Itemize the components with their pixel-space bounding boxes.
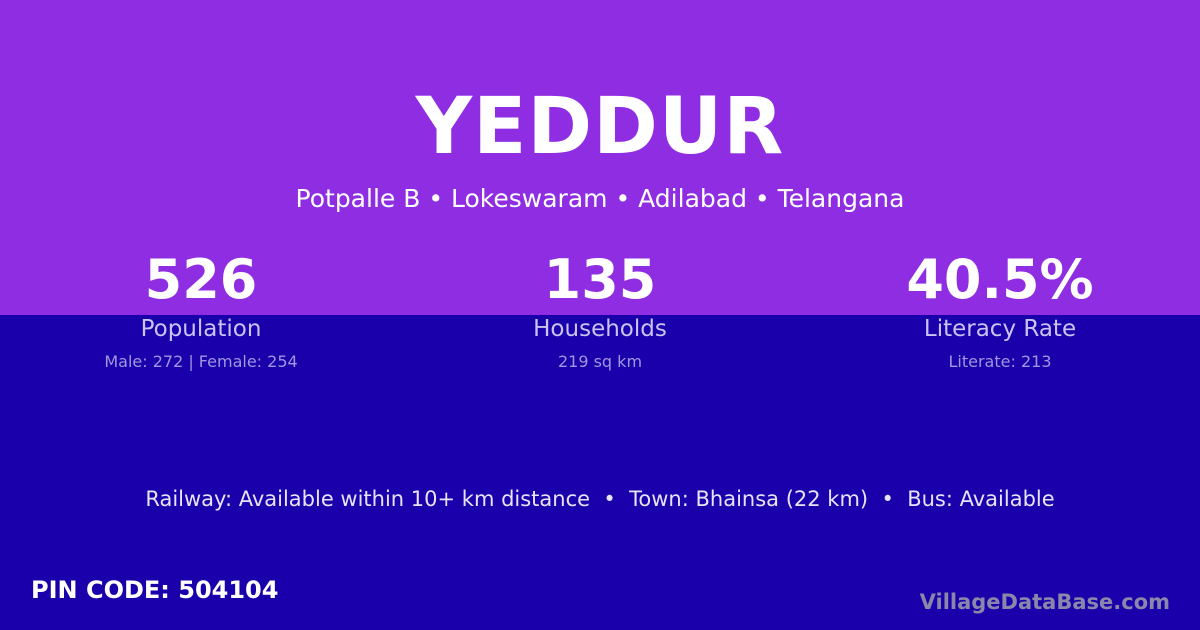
stat-detail: 219 sq km [557,352,643,371]
stat-value: 526 [144,248,258,311]
brand-logo: VillageDataBase.com [919,590,1170,614]
pin-code: PIN CODE: 504104 [31,576,279,604]
stat-detail: Male: 272 | Female: 254 [104,352,298,371]
stat-population: 526 Population Male: 272 | Female: 254 [1,248,401,372]
stat-value: 135 [543,248,657,311]
stat-label: Population [140,316,262,342]
village-name: YEDDUR [415,82,785,172]
stat-detail: Literate: 213 [948,352,1052,371]
stat-value: 40.5% [906,248,1094,311]
location-breadcrumb: Potpalle B • Lokeswaram • Adilabad • Tel… [295,184,905,213]
stat-label: Literacy Rate [923,316,1077,342]
stat-literacy: 40.5% Literacy Rate Literate: 213 [800,248,1200,372]
header-band [0,0,1200,315]
connectivity-info: Railway: Available within 10+ km distanc… [145,487,1055,511]
stat-households: 135 Households 219 sq km [400,248,800,372]
stat-label: Households [533,316,667,342]
